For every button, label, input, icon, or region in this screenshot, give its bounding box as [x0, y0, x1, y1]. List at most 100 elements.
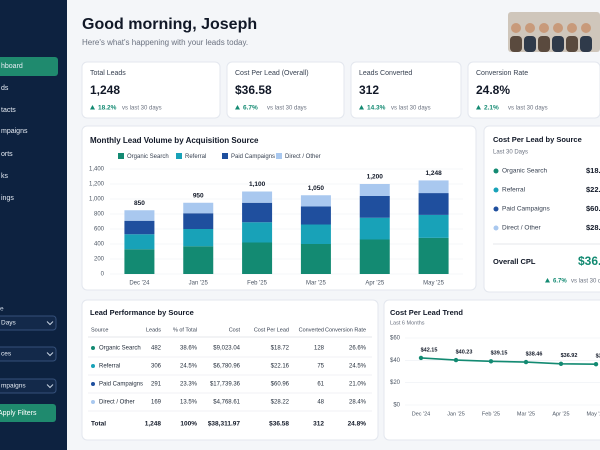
photo-body: [538, 36, 550, 52]
table-cell: 24.5%: [180, 364, 198, 370]
nav-item[interactable]: hboard: [1, 63, 23, 70]
x-tick-label: Mar '25: [517, 411, 535, 417]
x-tick-label: Dec '24: [129, 281, 150, 287]
nav-item[interactable]: tacts: [1, 107, 16, 114]
legend-label: Paid Campaigns: [231, 154, 275, 160]
kpi-change: 2.1%: [484, 105, 499, 112]
table-cell: 169: [151, 400, 162, 406]
apply-button[interactable]: [0, 404, 56, 422]
point-label: $38.46: [526, 352, 543, 358]
column-header: Source: [91, 327, 108, 333]
bar-segment: [300, 244, 331, 274]
total-cell: $36.58: [269, 421, 289, 428]
point-label: $39.15: [491, 351, 508, 357]
source-dot: [493, 168, 499, 174]
table-cell: Referral: [99, 364, 120, 370]
total-cell: 100%: [180, 421, 197, 428]
photo-body: [524, 36, 536, 52]
trend-point: [593, 361, 599, 367]
table-cell: 306: [151, 364, 162, 370]
legend-label: Direct / Other: [285, 154, 321, 160]
x-tick-label: Apr '25: [365, 281, 384, 287]
row-dot: [91, 382, 95, 386]
bar-segment: [242, 242, 273, 274]
kpi-note: vs last 30 days: [508, 106, 548, 112]
y-tick-label: 1,200: [89, 182, 105, 188]
table-cell: 291: [151, 382, 162, 388]
y-tick-label: 800: [94, 212, 105, 218]
table-cell: 38.6%: [180, 346, 198, 352]
x-tick-label: Feb '25: [482, 411, 500, 417]
source-name: Organic Search: [502, 168, 548, 175]
y-tick-label: 0: [101, 272, 105, 278]
point-label: $40.23: [456, 350, 473, 356]
kpi-value: 1,248: [90, 83, 120, 97]
source-cpl: $22.16: [586, 185, 600, 194]
trend-point: [488, 359, 494, 364]
overall-change: 6.7%: [553, 279, 567, 285]
total-cell: 24.8%: [348, 421, 367, 428]
chart-title: Cost Per Lead Trend: [390, 308, 463, 317]
card: [350, 61, 462, 119]
card: [226, 61, 345, 119]
bar-segment: [300, 206, 331, 225]
x-tick-label: Jan '25: [447, 411, 465, 417]
table-cell: $18.72: [271, 346, 290, 352]
x-tick-label: Jan '25: [189, 281, 209, 287]
table-cell: $4,768.61: [213, 400, 240, 406]
nav-item[interactable]: orts: [1, 151, 13, 158]
kpi-value: 312: [359, 83, 379, 97]
bar-segment: [418, 180, 449, 194]
up-arrow: [235, 105, 240, 110]
photo-head: [567, 23, 577, 33]
bar-segment: [359, 196, 390, 218]
card: [483, 125, 600, 293]
row-dot: [91, 364, 95, 368]
x-tick-label: Dec '24: [412, 411, 430, 417]
table-cell: 26.6%: [349, 346, 367, 352]
page-title: Good morning, Joseph: [82, 16, 257, 33]
column-header: Leads: [146, 327, 161, 333]
table-cell: 23.3%: [180, 382, 198, 388]
nav-item[interactable]: ks: [1, 173, 9, 180]
dropdown-value: Days: [1, 320, 17, 327]
trend-point: [558, 361, 564, 366]
column-header: Cost: [229, 327, 241, 333]
x-tick-label: Mar '25: [306, 281, 326, 287]
up-arrow: [476, 105, 481, 110]
bar-segment: [359, 217, 390, 240]
photo-head: [581, 23, 591, 33]
legend-swatch: [276, 153, 282, 159]
photo-head: [511, 23, 521, 33]
point-label: $42.15: [421, 347, 438, 353]
table-cell: $28.22: [271, 400, 290, 406]
bar-segment: [300, 224, 331, 244]
table-title: Lead Performance by Source: [90, 308, 194, 317]
page-subtitle: Here's what's happening with your leads …: [82, 38, 248, 47]
dropdown[interactable]: [0, 315, 57, 331]
photo-body: [552, 36, 564, 52]
chevron: [46, 321, 54, 326]
photo-head: [525, 23, 535, 33]
filter-label: e: [0, 306, 4, 313]
table-cell: 128: [314, 346, 325, 352]
y-tick-label: 1,400: [89, 167, 105, 173]
legend-label: Referral: [185, 154, 206, 160]
bar-segment: [242, 202, 273, 223]
overall-label: Overall CPL: [493, 257, 536, 266]
trend-point: [418, 355, 424, 361]
dropdown[interactable]: [0, 378, 57, 394]
table-cell: Paid Campaigns: [99, 382, 143, 388]
point-label: $36.92: [561, 353, 578, 359]
dropdown-value: mpaigns: [1, 383, 26, 390]
nav-item[interactable]: ds: [1, 85, 9, 92]
nav-item[interactable]: mpaigns: [1, 128, 28, 135]
dropdown[interactable]: [0, 346, 57, 362]
dropdown-value: ces: [1, 351, 12, 358]
source-dot: [493, 206, 499, 212]
y-tick-label: 200: [94, 257, 105, 263]
table-cell: 21.0%: [349, 382, 367, 388]
x-tick-label: Feb '25: [247, 281, 267, 287]
nav-item[interactable]: ings: [1, 195, 14, 202]
table-cell: $9,023.04: [213, 346, 240, 352]
